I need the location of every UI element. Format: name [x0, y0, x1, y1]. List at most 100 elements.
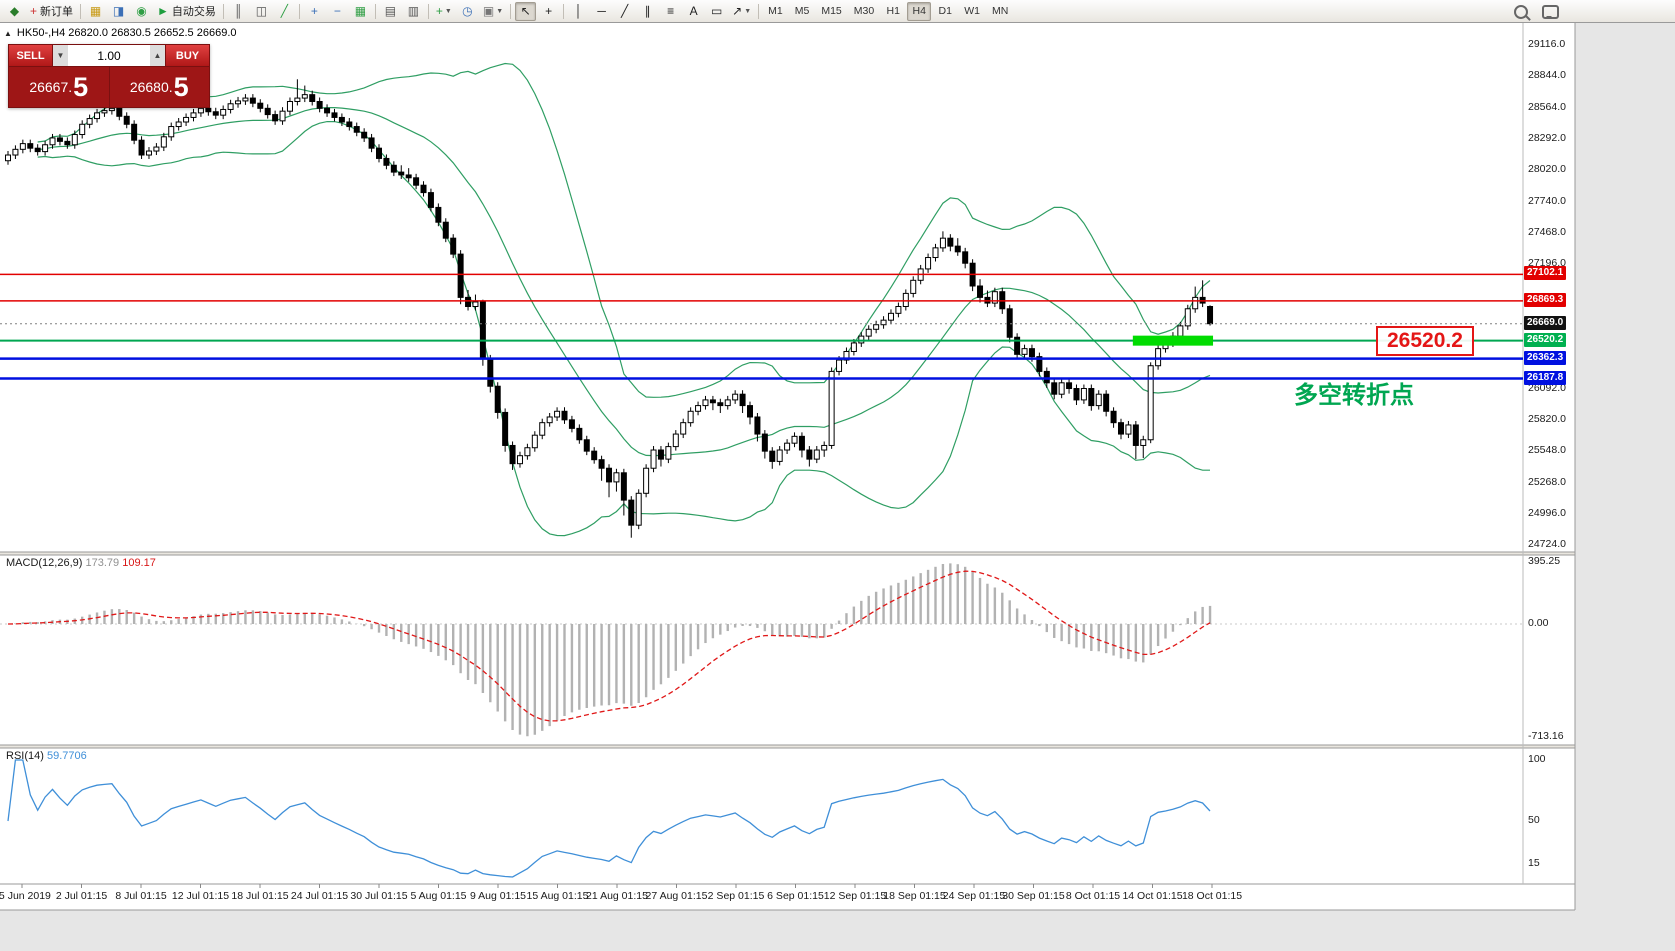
algo-trading-button[interactable]: ► 自动交易 — [154, 2, 219, 21]
axis-scale-label: 27196.0 — [1528, 256, 1566, 269]
price-box-label: 26362.3 — [1524, 350, 1567, 365]
market-watch-icon[interactable]: ◉ — [131, 2, 152, 21]
arrows-icon: ↗ — [732, 4, 743, 18]
axis-scale-label: 15 — [1528, 856, 1540, 869]
buy-button[interactable]: BUY — [165, 45, 209, 66]
new-order-button: + — [30, 4, 38, 18]
bar-chart-icon[interactable]: ║ — [228, 2, 249, 21]
screenshot-icon-caret[interactable]: ▼ — [496, 7, 504, 15]
trendline-icon[interactable]: ╱ — [614, 2, 635, 21]
equidistant-channel-icon: ∥ — [644, 4, 651, 18]
profile-icon: ◨ — [112, 4, 125, 18]
new-chart-icon[interactable]: + ▼ — [433, 2, 455, 21]
buy-price[interactable]: 26680. 5 — [110, 67, 210, 107]
macd-signal-value: 109.17 — [122, 557, 156, 569]
timeframe-w1[interactable]: W1 — [964, 5, 980, 17]
axis-scale-label: 100 — [1528, 753, 1546, 765]
time-axis-label: 24 Jul 01:15 — [290, 890, 349, 902]
volume-input[interactable] — [68, 45, 150, 66]
candlestick-chart-icon[interactable]: ◫ — [251, 2, 272, 21]
axis-scale-label: 29116.0 — [1528, 38, 1566, 50]
sell-button[interactable]: SELL — [9, 45, 53, 66]
text-icon[interactable]: A — [683, 2, 704, 21]
vertical-line-icon[interactable]: │ — [568, 2, 589, 21]
crosshair-icon: + — [545, 4, 553, 18]
cascade-windows-icon[interactable]: ▤ — [380, 2, 401, 21]
chart-canvas[interactable] — [0, 23, 1575, 910]
axis-scale-label: 28564.0 — [1528, 100, 1566, 113]
axis-scale-label: 25820.0 — [1528, 413, 1566, 426]
crosshair-icon[interactable]: + — [538, 2, 559, 21]
axis-scale-label: 24996.0 — [1528, 507, 1566, 520]
price-box-label: 26869.3 — [1524, 292, 1567, 307]
time-axis-label: 30 Jul 01:15 — [350, 890, 408, 902]
one-click-collapse-icon[interactable]: ▲ — [4, 29, 12, 38]
price-box-label: 26669.0 — [1524, 315, 1567, 330]
axis-scale-label: 27740.0 — [1528, 194, 1566, 207]
tile-windows-icon[interactable]: ▦ — [350, 2, 371, 21]
timeframe-m5[interactable]: M5 — [794, 5, 810, 17]
toolbar-separator — [427, 3, 429, 19]
chat-button[interactable] — [1539, 2, 1562, 21]
timeframe-mn[interactable]: MN — [991, 5, 1009, 17]
macd-current-value: 173.79 — [85, 557, 120, 569]
time-axis-label: 12 Jul 01:15 — [171, 890, 230, 902]
new-chart-icon-caret[interactable]: ▼ — [444, 7, 452, 15]
time-axis-label: 18 Oct 01:15 — [1181, 890, 1243, 902]
zoom-out-icon[interactable]: − — [327, 2, 348, 21]
screenshot-icon: ▣ — [482, 4, 495, 18]
time-axis-label: 30 Sep 01:15 — [1002, 890, 1065, 902]
volume-down-button[interactable]: ▼ — [53, 45, 68, 66]
timeframe-m15[interactable]: M15 — [821, 5, 842, 17]
timeframe-m30[interactable]: M30 — [853, 5, 875, 17]
horizontal-line-icon[interactable]: ─ — [591, 2, 612, 21]
time-axis-label: 8 Jul 01:15 — [115, 890, 167, 902]
one-click-trading-panel: SELL ▼ ▲ BUY 26667.5 26680.5 — [8, 44, 210, 108]
equidistant-channel-icon[interactable]: ∥ — [637, 2, 658, 21]
time-axis[interactable]: 25 Jun 2019 2 Jul 01:15 8 Jul 01:15 12 Jul … — [0, 886, 1575, 908]
sell-price[interactable]: 26667. 5 — [9, 67, 109, 107]
turning-point-text[interactable]: 多空转折点 — [1294, 382, 1414, 409]
arrows-icon[interactable]: ↗ ▼ — [729, 2, 754, 21]
axis-scale-label: 24724.0 — [1528, 538, 1566, 551]
new-order-button[interactable]: + 新订单 — [27, 2, 76, 21]
axis-scale-label: 27468.0 — [1528, 225, 1566, 238]
period-clock-icon: ◷ — [462, 4, 473, 18]
axis-scale-label: 28292.0 — [1528, 131, 1566, 144]
price-box-label: 27102.1 — [1524, 266, 1567, 281]
timeframe-h1[interactable]: H1 — [886, 5, 900, 17]
axis-scale-label: 50 — [1528, 814, 1540, 826]
toolbar-separator — [510, 3, 512, 19]
timeframe-h4[interactable]: H4 — [907, 1, 932, 21]
tile-vertical-icon[interactable]: ▥ — [403, 2, 424, 21]
time-axis-label: 18 Sep 01:15 — [883, 890, 946, 902]
timeframe-d1[interactable]: D1 — [938, 5, 952, 17]
toolbar-separator — [758, 3, 760, 19]
time-axis-label: 27 Aug 01:15 — [645, 890, 708, 902]
text-label-icon: ▭ — [710, 4, 723, 18]
zoom-in-icon[interactable]: + — [304, 2, 325, 21]
charts-icon[interactable]: ▦ — [85, 2, 106, 21]
profile-icon[interactable]: ◨ — [108, 2, 129, 21]
cascade-windows-icon: ▤ — [384, 4, 397, 18]
fibonacci-icon[interactable]: ≡ — [660, 2, 681, 21]
algo-trading-button-label: 自动交易 — [171, 6, 216, 18]
search-button[interactable] — [1510, 2, 1531, 21]
timeframe-m1[interactable]: M1 — [768, 5, 783, 17]
time-axis-label: 21 Aug 01:15 — [586, 890, 648, 902]
cursor-icon[interactable]: ↖ — [515, 1, 537, 21]
market-watch-icon: ◉ — [136, 4, 147, 18]
screenshot-icon[interactable]: ▣ ▼ — [480, 2, 506, 21]
price-callout-label[interactable]: 26520.2 — [1376, 326, 1474, 356]
toolbar: ◆ + 新订单 ▦ ◨ ◉ ► 自动交易 ║ ◫ ╱ + − ▦ ▤ ▥ + ▼ ◷ ▣ ▼ ↖ + │ ─ ╱ ∥ ≡ A ▭ ↗ ▼ M1 M… — [0, 0, 1675, 23]
text-label-icon[interactable]: ▭ — [706, 2, 727, 21]
app-icon: ◆ — [9, 4, 20, 18]
line-chart-icon[interactable]: ╱ — [274, 2, 295, 21]
price-axis[interactable]: 29116.0 28844.0 28564.0 28292.0 28020.0 27740… — [1523, 23, 1575, 887]
time-axis-label: 9 Aug 01:15 — [469, 890, 527, 902]
volume-up-button[interactable]: ▲ — [150, 45, 165, 66]
line-chart-icon: ╱ — [280, 4, 289, 18]
period-clock-icon[interactable]: ◷ — [457, 2, 478, 21]
arrows-icon-caret[interactable]: ▼ — [744, 7, 752, 15]
vertical-line-icon: │ — [574, 4, 583, 18]
